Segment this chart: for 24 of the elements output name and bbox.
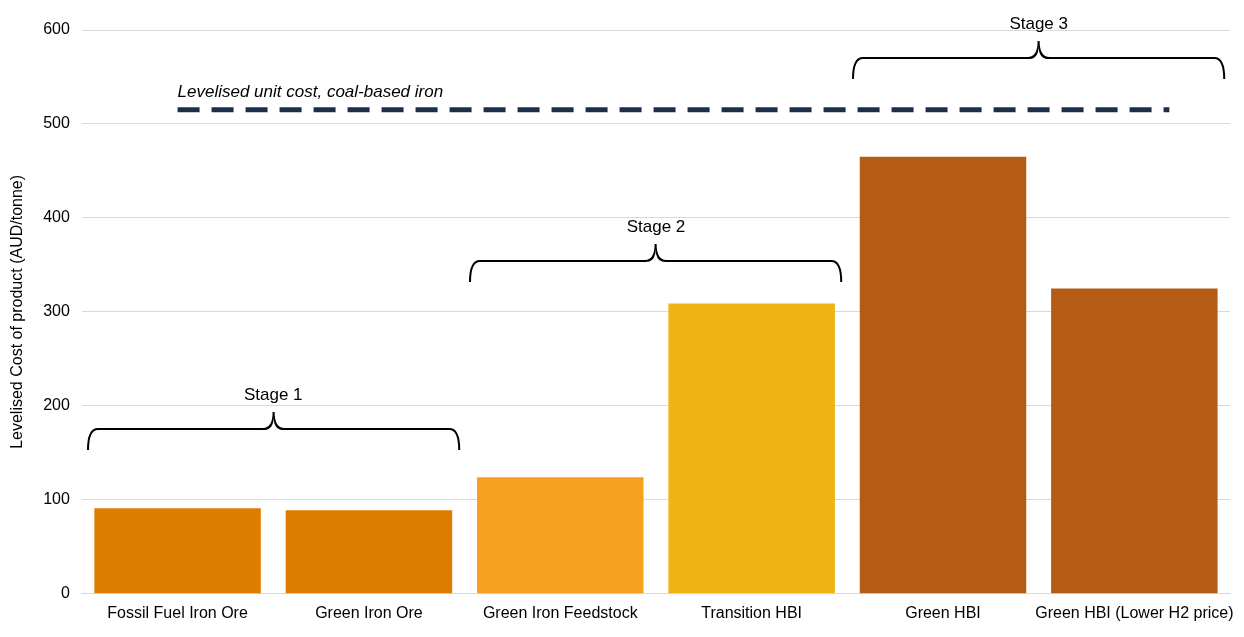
bar [1051,288,1218,594]
y-tick-label: 400 [43,208,70,226]
x-tick-label: Green Iron Feedstock [482,603,639,621]
y-tick-label: 0 [60,584,70,602]
x-tick-label: Green HBI [905,603,981,621]
y-tick-label: 200 [43,396,70,414]
x-tick-label: Transition HBI [701,603,803,621]
y-tick-label: 600 [43,20,70,38]
y-tick-label: 100 [43,490,70,508]
bar [477,477,644,594]
ref-line-label: Levelised unit cost, coal-based iron [177,82,444,102]
annotation: Stage 2 [626,216,686,236]
x-tick-label: Fossil Fuel Iron Ore [107,603,248,621]
bar [668,303,835,594]
annotation: Stage 1 [243,384,303,404]
annotation: Stage 3 [1009,14,1068,34]
bar [859,156,1027,594]
bar [285,510,453,594]
y-tick-label: 300 [43,302,70,320]
y-axis-title: Levelised Cost of product (AUD/tonne) [8,174,26,449]
y-tick-label: 500 [43,114,70,132]
x-tick-label: Green HBI (Lower H2 price) [1035,603,1234,621]
bar [94,508,261,594]
x-tick-label: Green Iron Ore [315,603,423,621]
